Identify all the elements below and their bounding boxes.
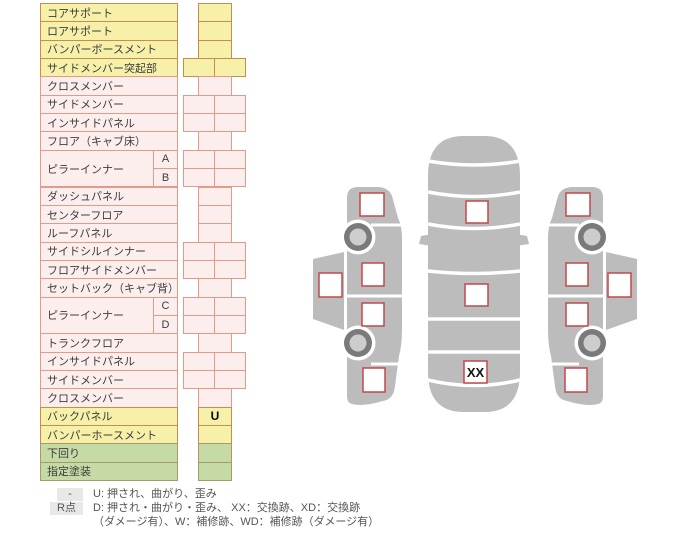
- left-mirror-shape: [419, 234, 432, 246]
- part-label: センターフロア: [40, 204, 178, 225]
- right-sill-mark-box[interactable]: [607, 272, 632, 298]
- part-label: ピラーインナー: [40, 296, 154, 335]
- part-label: サイドシルインナー: [40, 241, 178, 261]
- damage-cell[interactable]: [198, 461, 232, 482]
- part-label: フロア（キャブ床）: [40, 131, 178, 151]
- part-label: バンパーホースメント: [40, 425, 178, 445]
- legend-row-1: - U: 押され、曲がり、歪み: [0, 488, 692, 502]
- top-trunk-mark-box[interactable]: [463, 360, 488, 384]
- part-label: サイドメンバー: [40, 94, 178, 115]
- left-sill-mark-box[interactable]: [318, 272, 343, 298]
- legend-row-3: （ダメージ有）、W：補修跡、WD：補修跡（ダメージ有）: [0, 516, 692, 530]
- legend-badge-rpoint: R点: [50, 502, 83, 515]
- legend-text-u: U: 押され、曲がり、歪み: [93, 488, 217, 500]
- part-label: クロスメンバー: [40, 76, 178, 96]
- left-rear-fender-mark-box[interactable]: [362, 367, 386, 393]
- right-rear-fender-mark-box[interactable]: [564, 367, 588, 393]
- part-label: バンパーボースメント: [40, 39, 178, 60]
- left-front-door-mark-box[interactable]: [361, 262, 385, 287]
- legend-text-continued: （ダメージ有）、W：補修跡、WD：補修跡（ダメージ有）: [93, 516, 380, 528]
- part-label: フロアサイドメンバー: [40, 259, 178, 280]
- right-mirror-shape: [516, 234, 529, 246]
- pillar-sub-label: C: [153, 296, 178, 316]
- legend-row-2: R点 D: 押され・曲がり・歪み、 XX：交換跡、XD：交換跡: [0, 502, 692, 516]
- right-front-door-mark-box[interactable]: [565, 262, 589, 287]
- legend-text-d: D: 押され・曲がり・歪み、 XX：交換跡、XD：交換跡: [93, 502, 361, 514]
- left-front-fender-mark-box[interactable]: [359, 192, 385, 217]
- pillar-sub-label: A: [153, 149, 178, 170]
- top-hood-mark-box[interactable]: [465, 200, 489, 224]
- trunk-mark: XX: [467, 365, 485, 380]
- top-roof-mark-box[interactable]: [464, 283, 489, 307]
- part-label: サイドメンバー突起部: [40, 58, 178, 78]
- part-label: 下回り: [40, 443, 178, 463]
- part-label: バックパネル: [40, 406, 178, 427]
- part-label: クロスメンバー: [40, 388, 178, 408]
- right-rear-door-mark-box[interactable]: [565, 302, 589, 327]
- car-top-view: [419, 136, 529, 412]
- part-label: 指定塗装: [40, 461, 178, 482]
- part-label: ピラーインナー: [40, 149, 154, 188]
- left-rear-door-mark-box[interactable]: [361, 302, 385, 327]
- part-label: インサイドパネル: [40, 113, 178, 133]
- legend-badge-minus: -: [57, 488, 83, 501]
- right-front-fender-mark-box[interactable]: [565, 192, 591, 217]
